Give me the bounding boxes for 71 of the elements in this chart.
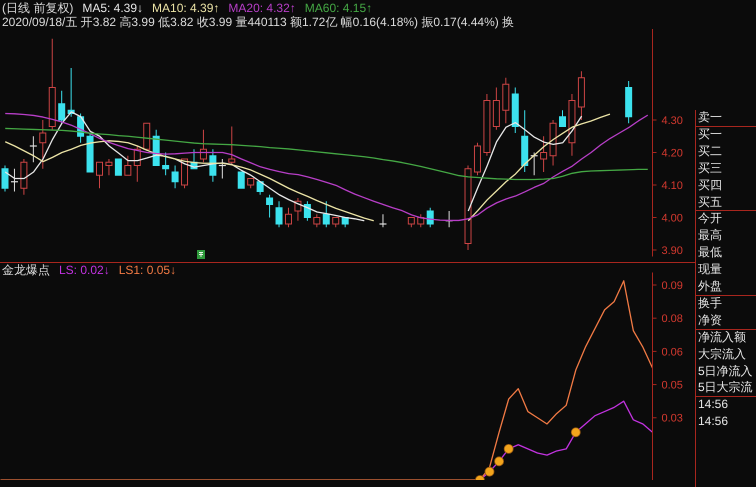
- text: MA60: 4.15↑: [304, 1, 372, 15]
- text: 净流入额: [698, 330, 746, 344]
- y-tick-label: 0.09: [662, 280, 683, 292]
- candlestick: [105, 158, 112, 176]
- point: [570, 427, 581, 438]
- candlestick: [559, 110, 566, 127]
- candlestick: [332, 217, 340, 228]
- text: 买三: [698, 160, 722, 175]
- line-series: [0, 280, 654, 480]
- candlestick: [58, 90, 66, 124]
- candlestick: [540, 136, 548, 172]
- text: 买一: [698, 126, 722, 141]
- candlestick: [228, 126, 236, 166]
- candlestick: [172, 165, 179, 189]
- text: 最低: [698, 245, 722, 260]
- candlestick: [304, 200, 311, 222]
- point: [504, 444, 514, 454]
- candlestick: [408, 217, 415, 228]
- y-tick-label: 0.05: [662, 379, 683, 392]
- text: MA20: 4.32↑: [228, 1, 296, 15]
- candlestick: [209, 148, 216, 182]
- y-tick-label: 0.03: [662, 412, 683, 425]
- candlestick: [114, 158, 122, 176]
- point: [494, 456, 504, 466]
- point: [484, 466, 494, 477]
- candlestick: [276, 200, 283, 228]
- text: 换手: [698, 296, 722, 310]
- text: 最高: [698, 228, 722, 242]
- chart-subtitle: 2020/09/18/五 开3.82 高3.99 低3.82 收3.99 量440113 额1.72亿 幅0.16(4.18%) 振0.17(4.44%) 换: [2, 15, 514, 29]
- text: 今开: [698, 211, 722, 226]
- text: 外盘: [698, 279, 722, 293]
- candlestick: [200, 129, 207, 163]
- y-tick-label: 0.08: [662, 313, 683, 326]
- chart-title: (日线 前复权): [2, 1, 74, 15]
- candlestick: [426, 207, 434, 228]
- text: 5日大宗流: [698, 380, 753, 394]
- y-tick-label: 4.30: [662, 114, 683, 127]
- text: 14:56: [698, 414, 728, 428]
- candlestick: [238, 172, 245, 189]
- y-tick-label: 4.00: [662, 212, 683, 224]
- y-tick-label: 4.20: [662, 147, 683, 160]
- candlestick: [124, 155, 132, 176]
- text: 买二: [698, 144, 722, 158]
- y-tick-label: 3.90: [662, 244, 683, 257]
- text: 5日净流入: [698, 364, 753, 378]
- text: MA10: 4.39↑: [152, 1, 220, 15]
- text: 14:56: [698, 397, 728, 412]
- text: 卖一: [698, 110, 722, 124]
- text: 大宗流入: [698, 346, 746, 361]
- y-tick-label: 4.10: [662, 180, 683, 192]
- candlestick: [247, 178, 254, 189]
- candlestick: [2, 165, 8, 192]
- candlestick: [322, 200, 330, 228]
- candlestick: [10, 168, 19, 192]
- text: 买四: [698, 178, 722, 192]
- text: LS1: 0.05↓: [118, 263, 176, 277]
- candlestick: [39, 120, 46, 170]
- candlestick: [256, 181, 264, 196]
- text: 净资: [698, 312, 722, 327]
- candlestick: [530, 152, 538, 176]
- y-tick-label: 0.06: [662, 346, 683, 358]
- text: 买五: [698, 194, 722, 208]
- chart-title: 金龙爆点: [2, 263, 50, 277]
- candlestick: [162, 152, 170, 176]
- candlestick: [284, 207, 292, 228]
- text: 现量: [698, 262, 722, 276]
- text: LS: 0.02↓: [59, 263, 110, 277]
- candlestick: [313, 214, 320, 228]
- text: MA5: 4.39↓: [82, 1, 144, 15]
- candlestick: [266, 194, 274, 218]
- candlestick: [96, 162, 103, 189]
